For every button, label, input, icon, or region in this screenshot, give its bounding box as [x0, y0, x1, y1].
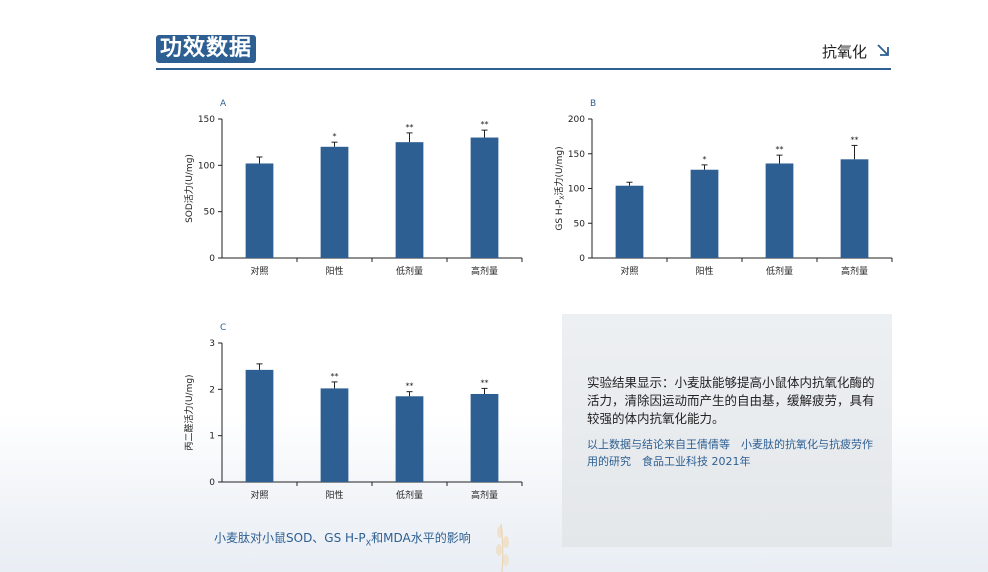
y-tick-label: 0: [209, 478, 215, 488]
x-tick-label: 高剂量: [841, 265, 868, 277]
x-tick-label: 低剂量: [396, 265, 423, 277]
bar-阳性: [320, 388, 349, 482]
significance-mark: *: [703, 155, 707, 164]
y-tick-label: 50: [204, 208, 216, 218]
significance-mark: **: [331, 372, 339, 381]
y-axis-label: SOD活力(U/mg): [183, 154, 195, 223]
x-tick-label: 低剂量: [396, 489, 423, 501]
y-tick-label: 100: [198, 161, 215, 171]
y-axis-label: GS H-PX活力(U/mg): [553, 146, 566, 230]
y-tick-label: 150: [568, 150, 585, 160]
chart-panel-b: B 0 50 100 150 200 GS H-PX活力(U/mg) 对照 * 阳性 ** 低剂量 **…: [553, 99, 893, 277]
y-tick-label: 1: [209, 432, 215, 442]
x-tick-label: 对照: [620, 265, 638, 277]
significance-mark: **: [851, 135, 859, 144]
y-tick-label: 0: [209, 254, 215, 264]
chart-panel-c: C 0 1 2 3 丙二醛活力(U/mg) 对照 ** 阳性 ** 低剂量 ** 高剂量: [183, 323, 523, 501]
wheat-decoration: [496, 523, 509, 572]
bar-低剂量: [765, 163, 794, 258]
y-tick-label: 50: [574, 219, 586, 229]
significance-mark: **: [776, 145, 784, 154]
x-tick-label: 低剂量: [766, 265, 793, 277]
significance-mark: *: [333, 132, 337, 141]
x-tick-label: 高剂量: [471, 489, 498, 501]
page-title: 功效数据: [156, 35, 257, 63]
significance-mark: **: [406, 382, 414, 391]
x-tick-label: 阳性: [695, 265, 713, 277]
bar-对照: [615, 185, 644, 258]
significance-mark: **: [481, 378, 489, 387]
bar-高剂量: [840, 159, 869, 258]
bar-高剂量: [470, 393, 499, 482]
x-tick-label: 对照: [250, 489, 268, 501]
y-tick-label: 100: [568, 185, 585, 195]
bar-阳性: [690, 169, 719, 258]
header-divider: [156, 68, 891, 70]
bar-对照: [245, 369, 274, 482]
y-tick-label: 0: [579, 254, 585, 264]
x-tick-label: 对照: [250, 265, 268, 277]
significance-mark: **: [406, 123, 414, 132]
figure-caption: 小麦肽对小鼠SOD、GS H-PX和MDA水平的影响: [214, 531, 471, 548]
chart-panel-a: A 0 50 100 150 SOD活力(U/mg) 对照 * 阳性 ** 低剂量 ** 高剂量: [183, 99, 523, 277]
bar-阳性: [320, 146, 349, 258]
arrow-down-right-icon[interactable]: [876, 43, 890, 57]
section-label[interactable]: 抗氧化: [822, 43, 868, 61]
conclusion-text: 实验结果显示：小麦肽能够提高小鼠体内抗氧化酶的活力，清除因运动而产生的自由基，缓…: [587, 375, 875, 426]
significance-mark: **: [481, 120, 489, 129]
bar-对照: [245, 163, 274, 258]
y-tick-label: 3: [209, 339, 215, 349]
panel-label: A: [220, 99, 227, 109]
x-tick-label: 高剂量: [471, 265, 498, 277]
panel-label: B: [590, 99, 596, 109]
bar-低剂量: [395, 396, 424, 482]
bar-低剂量: [395, 142, 424, 258]
info-panel: 实验结果显示：小麦肽能够提高小鼠体内抗氧化酶的活力，清除因运动而产生的自由基，缓…: [562, 314, 892, 547]
y-tick-label: 150: [198, 115, 215, 125]
bar-高剂量: [470, 137, 499, 258]
y-axis-label: 丙二醛活力(U/mg): [183, 374, 195, 450]
x-tick-label: 阳性: [325, 265, 343, 277]
y-tick-label: 200: [568, 115, 585, 125]
reference-text: 以上数据与结论来自王倩倩等 小麦肽的抗氧化与抗疲劳作用的研究 食品工业科技 20…: [587, 438, 873, 468]
panel-label: C: [220, 323, 226, 333]
y-tick-label: 2: [209, 385, 215, 395]
x-tick-label: 阳性: [325, 489, 343, 501]
